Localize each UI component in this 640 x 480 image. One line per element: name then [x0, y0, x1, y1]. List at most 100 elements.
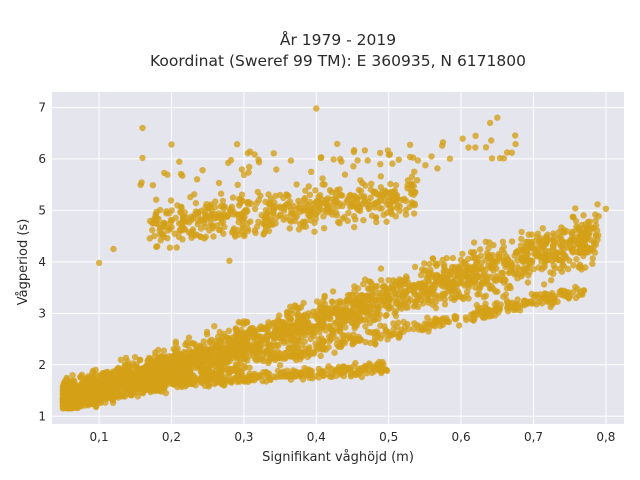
data-point	[116, 376, 124, 383]
data-point	[572, 205, 579, 212]
data-point	[469, 268, 476, 275]
data-point	[214, 356, 221, 363]
data-point	[575, 292, 583, 299]
data-point	[237, 196, 244, 203]
data-point	[302, 372, 310, 379]
data-point	[328, 196, 336, 203]
data-point	[287, 157, 295, 164]
data-point	[271, 342, 278, 350]
data-point	[406, 141, 414, 148]
data-point	[367, 194, 374, 201]
data-point	[259, 377, 266, 385]
data-point	[580, 287, 587, 294]
data-point	[546, 248, 553, 255]
data-point	[311, 205, 318, 212]
data-point	[146, 217, 154, 225]
data-point	[151, 232, 158, 240]
data-point	[233, 141, 241, 148]
data-point	[459, 250, 466, 258]
data-point	[541, 293, 548, 301]
data-point	[283, 367, 291, 374]
data-point	[317, 352, 324, 359]
data-point	[472, 284, 479, 291]
data-point	[511, 304, 518, 311]
data-point	[319, 309, 326, 317]
data-point	[437, 292, 444, 300]
data-point	[196, 347, 203, 354]
data-point	[320, 225, 328, 232]
data-point	[318, 369, 325, 377]
data-point	[129, 378, 136, 386]
data-point	[337, 155, 344, 163]
data-point	[168, 141, 175, 148]
data-point	[471, 309, 478, 317]
data-point	[500, 243, 507, 251]
data-point	[187, 230, 194, 238]
data-point	[467, 249, 475, 256]
data-point	[328, 331, 336, 339]
data-point	[301, 338, 308, 345]
data-point	[463, 316, 470, 324]
data-point	[255, 156, 262, 163]
data-point	[267, 352, 275, 360]
data-point	[334, 303, 342, 311]
data-point	[408, 173, 416, 181]
data-point	[576, 248, 583, 255]
data-point	[251, 377, 258, 384]
data-point	[349, 339, 357, 347]
data-point	[200, 338, 207, 345]
data-point	[389, 160, 396, 167]
data-point	[279, 355, 286, 362]
y-tick-label: 7	[38, 100, 46, 114]
y-axis-label: Vågperiod (s)	[16, 219, 31, 306]
data-point	[138, 383, 145, 390]
data-point	[87, 375, 94, 383]
x-tick-label: 0,3	[234, 430, 253, 444]
data-point	[142, 372, 150, 379]
data-point	[202, 223, 209, 231]
data-point	[312, 187, 319, 194]
data-point	[246, 163, 253, 171]
data-point	[227, 205, 234, 212]
data-point	[580, 212, 587, 219]
data-point	[135, 375, 143, 382]
data-point	[440, 261, 448, 268]
data-point	[414, 177, 421, 184]
data-point	[392, 299, 399, 306]
data-point	[291, 323, 299, 331]
data-point	[69, 372, 76, 379]
data-point	[302, 223, 310, 230]
data-point	[192, 377, 200, 384]
data-point	[109, 374, 116, 381]
data-point	[584, 230, 591, 237]
data-point	[350, 163, 357, 170]
data-point	[433, 273, 440, 280]
data-point	[225, 371, 232, 378]
data-point	[164, 235, 171, 242]
data-point	[327, 373, 334, 380]
data-point	[523, 254, 530, 261]
data-point	[518, 228, 525, 236]
data-point	[344, 217, 351, 225]
data-point	[410, 210, 418, 217]
data-point	[230, 225, 238, 232]
data-point	[429, 255, 437, 262]
data-point	[312, 215, 319, 222]
data-point	[226, 257, 233, 264]
data-point	[482, 266, 489, 273]
x-tick-label: 0,8	[596, 430, 615, 444]
data-point	[335, 316, 342, 324]
data-point	[361, 198, 369, 205]
data-point	[219, 197, 227, 205]
data-point	[168, 207, 175, 214]
data-point	[160, 379, 168, 386]
data-point	[324, 366, 331, 373]
data-point	[346, 291, 353, 299]
data-point	[602, 205, 610, 212]
data-point	[139, 124, 146, 132]
data-point	[356, 367, 364, 374]
data-point	[270, 210, 277, 217]
y-tick-label: 6	[38, 152, 46, 166]
data-point	[472, 132, 479, 139]
